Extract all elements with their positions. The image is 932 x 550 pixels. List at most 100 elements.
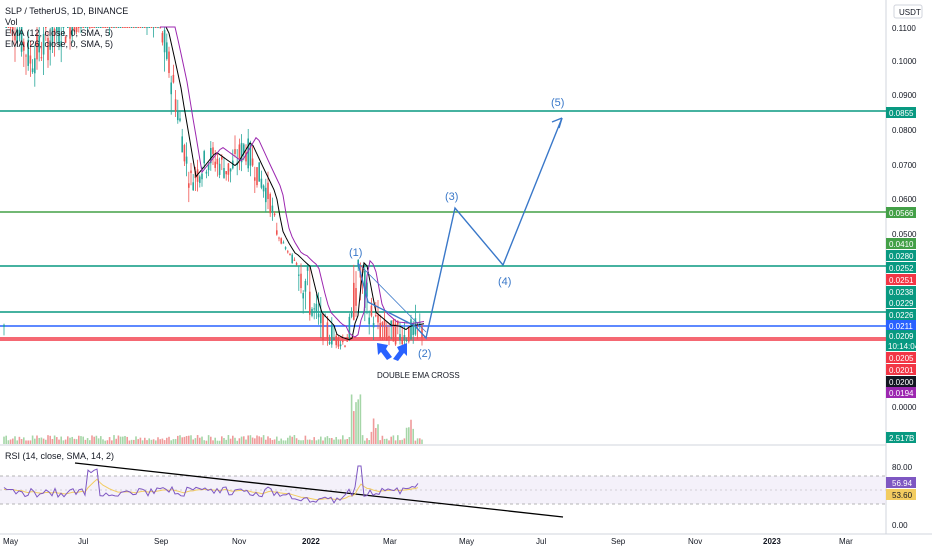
volume-bar <box>124 435 126 444</box>
time-label: May <box>3 537 18 546</box>
candle-body <box>355 288 357 306</box>
candle-body <box>170 82 172 95</box>
volume-bar <box>300 440 302 444</box>
candle-body <box>289 253 291 255</box>
volume-bar <box>144 437 146 444</box>
volume-bar <box>201 436 203 444</box>
candle-body <box>302 292 304 299</box>
price-badge-label: 0.0205 <box>889 354 914 363</box>
candle-body <box>311 308 313 316</box>
candle-body <box>12 27 14 30</box>
price-tick-6: 0.0500 <box>892 230 917 239</box>
volume-bar <box>355 402 357 444</box>
volume-bar <box>392 435 395 444</box>
candle-body <box>335 335 337 346</box>
time-label: Mar <box>839 537 853 546</box>
price-badge-label: 2.517B <box>889 434 914 443</box>
candle-body <box>260 178 263 188</box>
volume-bar <box>313 437 315 444</box>
candle-body <box>333 338 335 340</box>
volume-bar <box>12 438 14 444</box>
candle-body <box>284 247 287 249</box>
candle-body <box>304 280 307 292</box>
ema12-legend: EMA (12, close, 0, SMA, 5) <box>5 28 114 38</box>
candle-body <box>36 33 38 60</box>
volume-bar <box>91 435 93 444</box>
candle-body <box>247 138 249 169</box>
symbol-title[interactable]: SLP / TetherUS, 1D, BINANCE <box>5 6 129 16</box>
volume-bar <box>130 439 133 444</box>
candle-body <box>298 274 300 276</box>
volume-bar <box>146 440 148 444</box>
volume-bar <box>324 437 326 444</box>
candle-body <box>273 213 276 216</box>
candle-body <box>141 27 144 28</box>
volume-bar <box>25 440 27 444</box>
price-badge <box>886 364 916 375</box>
candle-body <box>130 27 133 28</box>
candle-body <box>218 163 221 175</box>
candle-body <box>326 322 329 340</box>
volume-bar <box>421 439 423 444</box>
candle-body <box>381 322 384 326</box>
volume-bar <box>260 437 263 444</box>
candle-body <box>133 27 135 28</box>
volume-bar <box>251 437 254 444</box>
rsi-sma-badge <box>886 489 916 500</box>
volume-bar <box>212 440 214 444</box>
volume-bar <box>71 436 73 444</box>
price-tick-4: 0.0700 <box>892 161 917 170</box>
volume-bar <box>163 440 166 444</box>
price-badge-label: 0.0201 <box>889 366 914 375</box>
price-badge-label: 0.0251 <box>889 276 914 285</box>
candle-body <box>9 27 12 29</box>
rsi-value-text: 56.94 <box>892 479 913 488</box>
chart-legend: SLP / TetherUS, 1D, BINANCE Vol EMA (12,… <box>5 6 128 50</box>
volume-bar <box>357 399 359 444</box>
volume-bar <box>302 440 304 444</box>
candle-body <box>238 144 241 159</box>
time-axis: May Jul Sep Nov 2022 Mar May Jul Sep Nov 2023 Mar <box>3 537 853 546</box>
price-badge <box>886 330 916 351</box>
rsi-band <box>0 476 886 504</box>
ema-cross-arrow-left <box>377 343 392 360</box>
double-ema-cross-label: DOUBLE EMA CROSS <box>377 371 460 380</box>
volume-bar <box>397 435 399 444</box>
candle-body <box>295 263 298 265</box>
candle-body <box>405 339 408 341</box>
volume-bar <box>333 439 335 444</box>
volume-bar <box>262 435 265 444</box>
price-badge <box>886 286 916 297</box>
candle-body <box>113 27 115 28</box>
price-tick-2: 0.0900 <box>892 91 917 100</box>
volume-bar <box>309 439 311 444</box>
candle-body <box>410 319 412 340</box>
volume-bar <box>366 438 368 444</box>
candle-body <box>45 27 47 28</box>
candle-body <box>29 55 32 64</box>
volume-bar <box>69 437 71 444</box>
candle-body <box>271 205 274 213</box>
candle-body <box>394 323 397 345</box>
candle-body <box>190 170 192 174</box>
volume-bar <box>276 436 278 444</box>
candle-body <box>49 42 51 50</box>
volume-bar <box>223 437 225 444</box>
candle-body <box>234 149 236 155</box>
price-tick-0: 0.1100 <box>892 24 916 33</box>
rsi-tick-80: 80.00 <box>892 463 913 472</box>
candle-body <box>155 27 157 28</box>
candle-body <box>214 161 216 168</box>
candle-body <box>31 68 34 73</box>
currency-box[interactable] <box>893 4 923 19</box>
candle-body <box>346 339 348 342</box>
volume-bar <box>381 435 384 444</box>
candle-body <box>174 99 177 112</box>
volume-bar <box>254 438 256 444</box>
volume-bar <box>335 436 337 444</box>
candle-body <box>192 182 194 191</box>
candle-body <box>201 173 203 180</box>
time-label: 2022 <box>302 537 320 546</box>
candle-body <box>408 327 410 342</box>
